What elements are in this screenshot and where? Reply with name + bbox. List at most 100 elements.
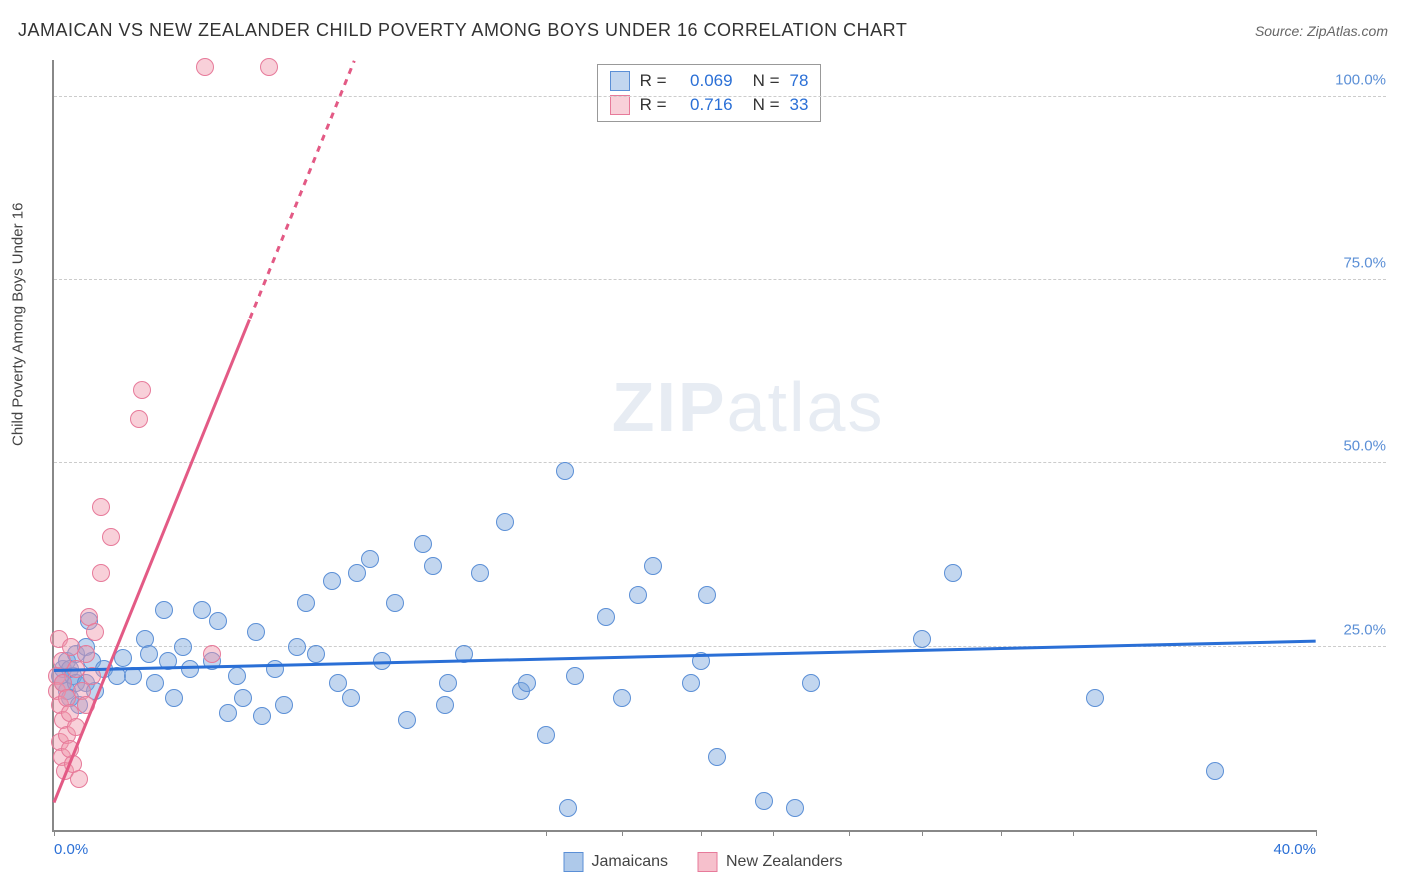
data-point xyxy=(342,689,360,707)
stat-r-label: R = xyxy=(640,71,667,91)
x-tick xyxy=(701,830,702,836)
stats-row: R = 0.069 N = 78 xyxy=(610,69,809,93)
chart-title: JAMAICAN VS NEW ZEALANDER CHILD POVERTY … xyxy=(18,20,907,41)
data-point xyxy=(102,528,120,546)
data-point xyxy=(155,601,173,619)
data-point xyxy=(86,623,104,641)
grid-line xyxy=(54,646,1386,647)
x-tick xyxy=(1001,830,1002,836)
data-point xyxy=(1206,762,1224,780)
data-point xyxy=(329,674,347,692)
data-point xyxy=(559,799,577,817)
stat-n-value: 33 xyxy=(790,95,809,115)
x-tick xyxy=(1316,830,1317,836)
trend-line xyxy=(53,318,251,803)
x-tick xyxy=(773,830,774,836)
data-point xyxy=(398,711,416,729)
correlation-stats-box: R = 0.069 N = 78 R = 0.716 N = 33 xyxy=(597,64,822,122)
data-point xyxy=(913,630,931,648)
data-point xyxy=(140,645,158,663)
y-tick-label: 75.0% xyxy=(1343,255,1386,272)
data-point xyxy=(209,612,227,630)
data-point xyxy=(253,707,271,725)
y-tick-label: 50.0% xyxy=(1343,438,1386,455)
x-tick xyxy=(54,830,55,836)
stat-r-value: 0.716 xyxy=(677,95,733,115)
data-point xyxy=(219,704,237,722)
x-tick xyxy=(849,830,850,836)
data-point xyxy=(133,381,151,399)
data-point xyxy=(247,623,265,641)
data-point xyxy=(266,660,284,678)
data-point xyxy=(613,689,631,707)
data-point xyxy=(566,667,584,685)
data-point xyxy=(114,649,132,667)
x-tick-label: 40.0% xyxy=(1273,841,1316,858)
stat-r-label: R = xyxy=(640,95,667,115)
data-point xyxy=(786,799,804,817)
data-point xyxy=(130,410,148,428)
stat-n-value: 78 xyxy=(790,71,809,91)
source-label: Source: ZipAtlas.com xyxy=(1255,23,1388,39)
trend-line xyxy=(248,61,355,319)
grid-line xyxy=(54,96,1386,97)
data-point xyxy=(92,498,110,516)
data-point xyxy=(203,645,221,663)
chart-legend: Jamaicans New Zealanders xyxy=(564,852,843,872)
data-point xyxy=(471,564,489,582)
data-point xyxy=(77,645,95,663)
stat-n-label: N = xyxy=(753,95,780,115)
grid-line xyxy=(54,462,1386,463)
data-point xyxy=(196,58,214,76)
data-point xyxy=(323,572,341,590)
data-point xyxy=(682,674,700,692)
legend-label: New Zealanders xyxy=(726,853,843,871)
scatter-chart: ZIPatlas R =0.069N =78R =0.716N =33 25.0… xyxy=(52,60,1316,832)
data-point xyxy=(234,689,252,707)
data-point xyxy=(348,564,366,582)
data-point xyxy=(496,513,514,531)
data-point xyxy=(802,674,820,692)
data-point xyxy=(439,674,457,692)
data-point xyxy=(424,557,442,575)
data-point xyxy=(556,462,574,480)
data-point xyxy=(92,564,110,582)
data-point xyxy=(228,667,246,685)
data-point xyxy=(629,586,647,604)
data-point xyxy=(386,594,404,612)
y-axis-label: Child Poverty Among Boys Under 16 xyxy=(10,203,27,446)
data-point xyxy=(193,601,211,619)
data-point xyxy=(414,535,432,553)
stat-n-label: N = xyxy=(753,71,780,91)
data-point xyxy=(708,748,726,766)
legend-item: Jamaicans xyxy=(564,852,668,872)
data-point xyxy=(288,638,306,656)
data-point xyxy=(361,550,379,568)
data-point xyxy=(944,564,962,582)
data-point xyxy=(518,674,536,692)
x-tick xyxy=(546,830,547,836)
legend-swatch xyxy=(564,852,584,872)
data-point xyxy=(537,726,555,744)
data-point xyxy=(755,792,773,810)
data-point xyxy=(70,770,88,788)
data-point xyxy=(174,638,192,656)
data-point xyxy=(597,608,615,626)
x-tick-label: 0.0% xyxy=(54,841,88,858)
chart-header: JAMAICAN VS NEW ZEALANDER CHILD POVERTY … xyxy=(18,20,1388,41)
data-point xyxy=(297,594,315,612)
data-point xyxy=(1086,689,1104,707)
x-tick xyxy=(622,830,623,836)
data-point xyxy=(260,58,278,76)
x-tick xyxy=(1073,830,1074,836)
stat-r-value: 0.069 xyxy=(677,71,733,91)
legend-label: Jamaicans xyxy=(592,853,668,871)
y-tick-label: 100.0% xyxy=(1335,71,1386,88)
data-point xyxy=(436,696,454,714)
data-point xyxy=(307,645,325,663)
y-tick-label: 25.0% xyxy=(1343,621,1386,638)
trend-line xyxy=(54,639,1316,671)
x-tick xyxy=(922,830,923,836)
series-swatch xyxy=(610,95,630,115)
series-swatch xyxy=(610,71,630,91)
